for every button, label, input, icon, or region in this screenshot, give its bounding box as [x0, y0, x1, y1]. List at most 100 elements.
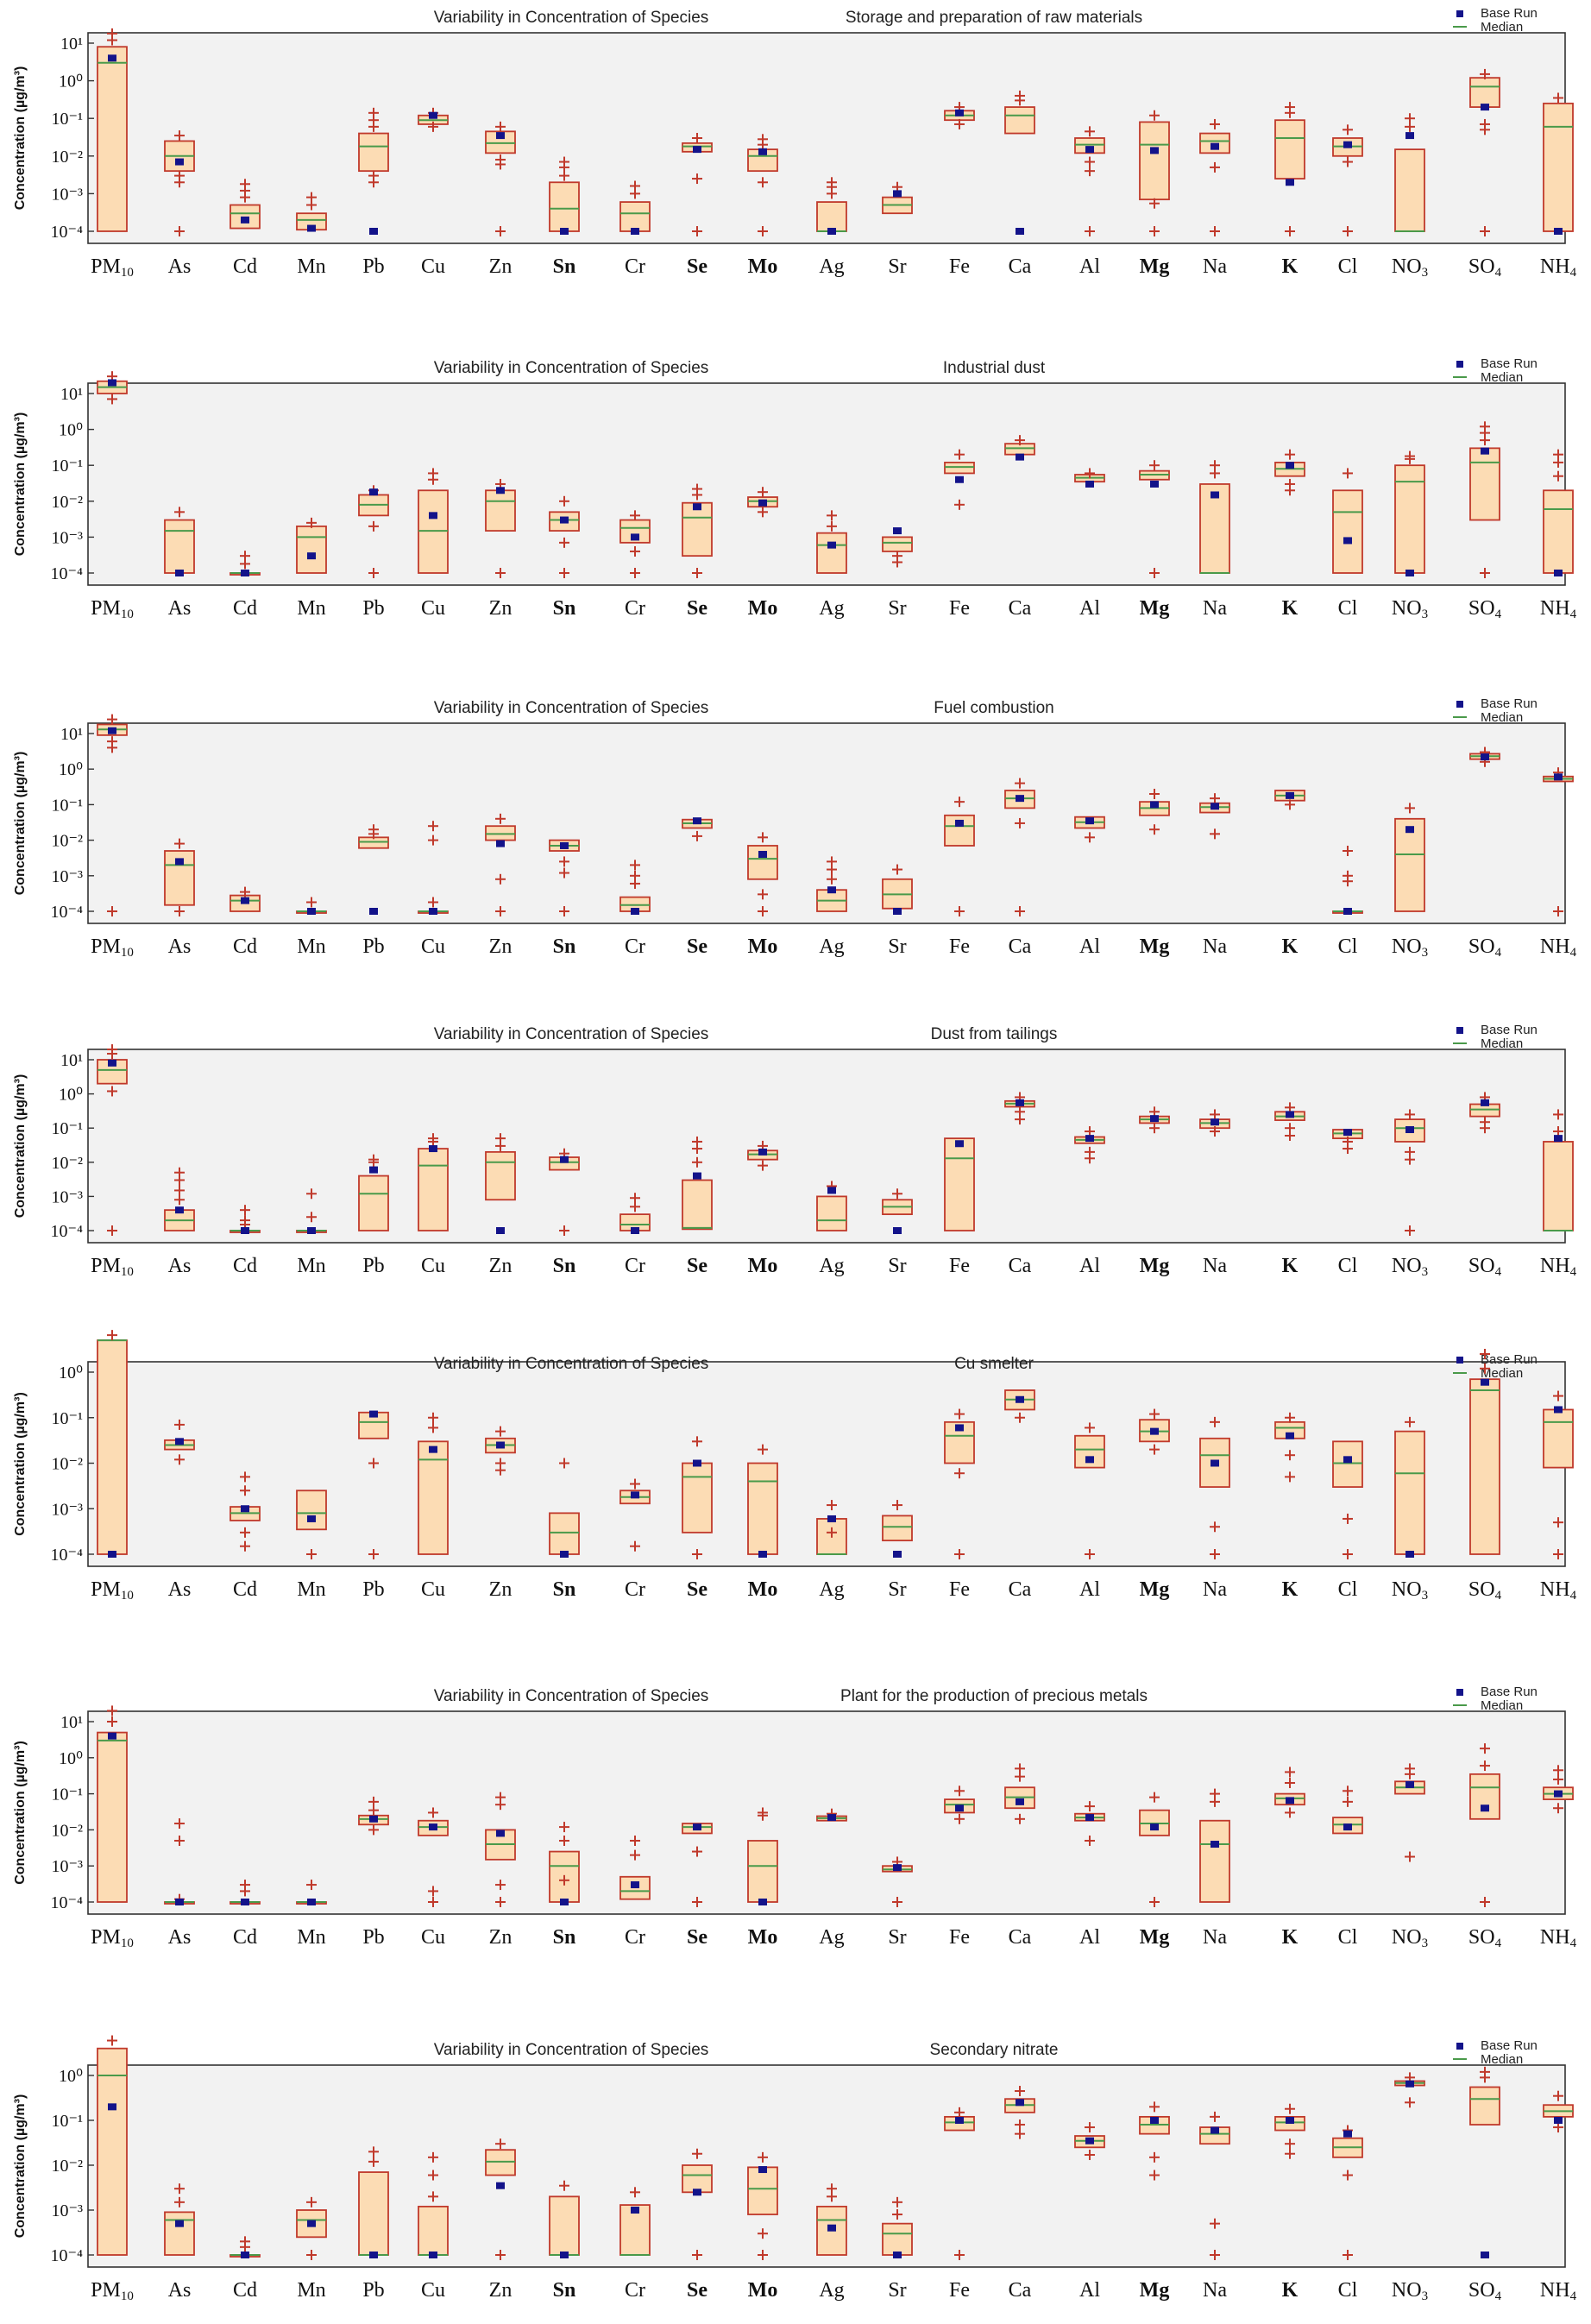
- outlier-mark: [1553, 1765, 1563, 1776]
- outlier-mark: [758, 832, 768, 843]
- base-run-marker: [1211, 1459, 1219, 1467]
- outlier-mark: [1210, 1126, 1220, 1137]
- iqr-box: [747, 148, 778, 173]
- base-run-marker: [241, 897, 249, 904]
- box-al: [1074, 468, 1105, 488]
- chart-subtitle: Cu smelter: [954, 1355, 1034, 1373]
- outlier-mark: [240, 1205, 250, 1216]
- outlier-mark: [240, 2236, 250, 2247]
- outlier-mark: [495, 873, 506, 885]
- box-se: [682, 132, 713, 236]
- outlier-mark: [174, 1454, 185, 1465]
- category-label: NH4: [1540, 255, 1577, 280]
- base-run-marker: [1405, 570, 1414, 576]
- outlier-mark: [368, 824, 379, 835]
- box-se: [682, 1136, 713, 1231]
- base-run-marker: [1481, 104, 1489, 111]
- chart-title: Variability in Concentration of Species: [434, 2041, 709, 2059]
- legend-base-run-marker: [1456, 1689, 1463, 1696]
- plot-frame: [87, 1710, 1566, 1915]
- category-label: SO4: [1468, 597, 1502, 621]
- outlier-mark: [1553, 1126, 1563, 1137]
- box-pb: [358, 1410, 389, 1559]
- box-na: [1199, 1416, 1230, 1559]
- base-run-marker: [1286, 1797, 1294, 1804]
- y-tick-label: 10⁰: [59, 1364, 83, 1382]
- outlier-mark: [240, 1471, 250, 1483]
- base-run-marker: [693, 1823, 701, 1831]
- category-label: Ca: [1009, 255, 1032, 278]
- iqr-box: [882, 1515, 913, 1542]
- outlier-mark: [954, 797, 965, 808]
- category-label: Cr: [625, 2279, 645, 2302]
- base-run-marker: [1150, 801, 1159, 809]
- box-mg: [1139, 2101, 1170, 2181]
- box-fe: [944, 102, 975, 129]
- outlier-mark: [1343, 1796, 1353, 1807]
- outlier-mark: [1343, 156, 1353, 167]
- category-label: NO3: [1392, 1255, 1428, 1279]
- box-mo: [747, 1140, 778, 1171]
- box-so4: [1469, 1092, 1500, 1134]
- outlier-mark: [1343, 124, 1353, 135]
- box-cr: [619, 180, 651, 235]
- box-pm10: [97, 1705, 128, 1903]
- box-ag: [816, 856, 847, 912]
- box-cu: [418, 821, 449, 915]
- outlier-mark: [1480, 568, 1490, 578]
- box-zn: [485, 478, 516, 578]
- y-tick-label: 10⁻²: [51, 832, 83, 851]
- box-mo: [747, 1807, 778, 1905]
- outlier-mark: [1343, 1549, 1353, 1559]
- iqr-box: [1469, 77, 1500, 108]
- outlier-mark: [495, 1792, 506, 1803]
- base-run-marker: [1211, 803, 1219, 810]
- category-label: Mn: [297, 1578, 325, 1601]
- outlier-mark: [240, 1540, 250, 1552]
- outlier-mark: [630, 568, 640, 578]
- iqr-box: [1543, 1141, 1574, 1231]
- outlier-mark: [306, 2196, 317, 2207]
- category-label: Fe: [949, 255, 970, 278]
- box-fe: [944, 1786, 975, 1824]
- category-label: Ca: [1009, 2279, 1032, 2302]
- iqr-box: [1543, 1408, 1574, 1469]
- iqr-box: [1469, 447, 1500, 521]
- category-label: Ag: [819, 1578, 844, 1601]
- box-mn: [296, 2196, 327, 2260]
- category-label: Ag: [819, 255, 844, 278]
- base-run-marker: [369, 1166, 378, 1174]
- box-k: [1274, 1767, 1305, 1818]
- outlier-mark: [1285, 1102, 1295, 1113]
- outlier-mark: [758, 2250, 768, 2260]
- base-run-marker: [1286, 1111, 1294, 1118]
- box-no3: [1394, 1763, 1425, 1862]
- base-run-marker: [955, 819, 964, 827]
- box-sr: [882, 181, 913, 215]
- box-al: [1074, 1801, 1105, 1846]
- box-so4: [1469, 68, 1500, 236]
- outlier-mark: [892, 557, 902, 568]
- outlier-mark: [630, 1193, 640, 1204]
- base-run-marker: [827, 2224, 836, 2232]
- category-label: Al: [1079, 255, 1100, 278]
- box-cr: [619, 510, 651, 578]
- outlier-mark: [692, 568, 702, 578]
- outlier-mark: [559, 867, 569, 879]
- category-label: Cu: [421, 2279, 445, 2302]
- category-label: Cl: [1338, 597, 1358, 620]
- category-label: Ag: [819, 2279, 844, 2302]
- outlier-mark: [1405, 1416, 1415, 1427]
- category-label: Ag: [819, 1255, 844, 1277]
- chart-title: Variability in Concentration of Species: [434, 9, 709, 27]
- base-run-marker: [369, 1815, 378, 1823]
- iqr-box: [97, 1731, 128, 1903]
- box-mo: [747, 832, 778, 916]
- legend-base-run-marker: [1456, 10, 1463, 17]
- base-run-marker: [175, 570, 184, 576]
- category-label: SO4: [1468, 255, 1502, 280]
- outlier-mark: [1480, 1743, 1490, 1754]
- outlier-mark: [1149, 1897, 1160, 1907]
- iqr-box: [1199, 1819, 1230, 1903]
- category-label: Mn: [297, 1255, 325, 1277]
